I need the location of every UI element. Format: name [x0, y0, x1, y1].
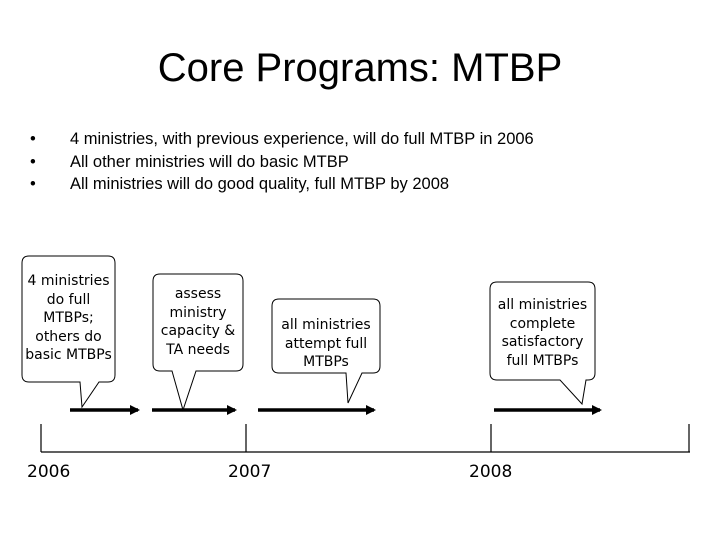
callout-text: 4 ministries do full MTBPs; others do ba…	[25, 273, 112, 363]
bullet-icon: •	[30, 130, 36, 148]
callout-text: all ministries complete satisfactory ful…	[497, 297, 588, 369]
year-label: 2007	[228, 462, 272, 482]
bullet-item: • All other ministries will do basic MTBP	[30, 151, 534, 174]
year-label: 2006	[27, 462, 71, 482]
year-label: 2008	[469, 462, 513, 482]
bullet-item: • All ministries will do good quality, fu…	[30, 173, 534, 196]
callout-text: all ministries attempt full MTBPs	[281, 317, 371, 370]
bullet-icon: •	[30, 175, 36, 193]
callout-bubble	[489, 281, 596, 406]
callout-bubble	[152, 273, 244, 412]
callout-bubble	[271, 298, 381, 404]
callout-bubble	[21, 255, 116, 409]
slide-title: Core Programs: MTBP	[157, 46, 563, 90]
bullet-item: • 4 ministries, with previous experience,…	[30, 128, 534, 151]
bullet-list: • 4 ministries, with previous experience,…	[30, 128, 534, 196]
bullet-icon: •	[30, 152, 36, 171]
callout-text: assess ministry capacity & TA needs	[160, 286, 236, 358]
